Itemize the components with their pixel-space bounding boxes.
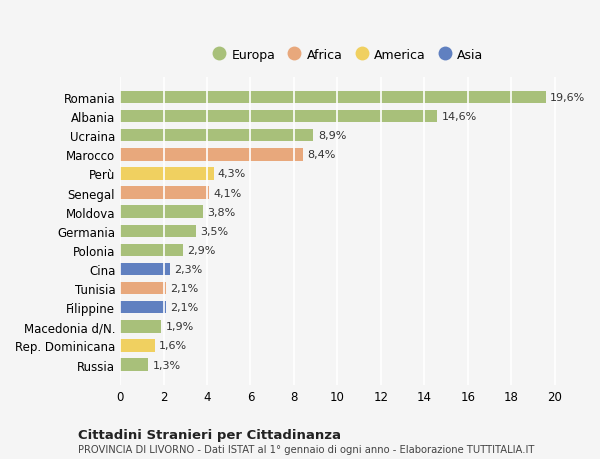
Bar xyxy=(120,225,196,237)
Text: 8,9%: 8,9% xyxy=(318,131,346,141)
Text: 8,4%: 8,4% xyxy=(307,150,335,160)
Bar xyxy=(120,244,183,257)
Bar xyxy=(120,149,302,161)
Bar xyxy=(120,92,546,104)
Bar xyxy=(120,130,313,142)
Text: 4,3%: 4,3% xyxy=(218,169,246,179)
Legend: Europa, Africa, America, Asia: Europa, Africa, America, Asia xyxy=(208,44,488,67)
Text: 1,6%: 1,6% xyxy=(159,341,187,351)
Text: 14,6%: 14,6% xyxy=(442,112,477,122)
Text: Cittadini Stranieri per Cittadinanza: Cittadini Stranieri per Cittadinanza xyxy=(78,428,341,442)
Text: 2,3%: 2,3% xyxy=(175,264,203,274)
Bar xyxy=(120,320,161,333)
Text: 3,5%: 3,5% xyxy=(200,226,229,236)
Bar xyxy=(120,168,214,180)
Text: 1,9%: 1,9% xyxy=(166,322,194,331)
Text: 4,1%: 4,1% xyxy=(214,188,242,198)
Text: 3,8%: 3,8% xyxy=(207,207,235,217)
Text: 2,1%: 2,1% xyxy=(170,284,199,293)
Text: 2,1%: 2,1% xyxy=(170,302,199,313)
Bar xyxy=(120,358,148,371)
Text: 1,3%: 1,3% xyxy=(152,360,181,370)
Bar xyxy=(120,263,170,275)
Bar xyxy=(120,340,155,352)
Bar xyxy=(120,282,166,295)
Bar xyxy=(120,206,203,218)
Bar xyxy=(120,302,166,314)
Text: 2,9%: 2,9% xyxy=(187,246,216,255)
Text: PROVINCIA DI LIVORNO - Dati ISTAT al 1° gennaio di ogni anno - Elaborazione TUTT: PROVINCIA DI LIVORNO - Dati ISTAT al 1° … xyxy=(78,444,535,454)
Text: 19,6%: 19,6% xyxy=(550,93,586,103)
Bar xyxy=(120,111,437,123)
Bar xyxy=(120,187,209,199)
